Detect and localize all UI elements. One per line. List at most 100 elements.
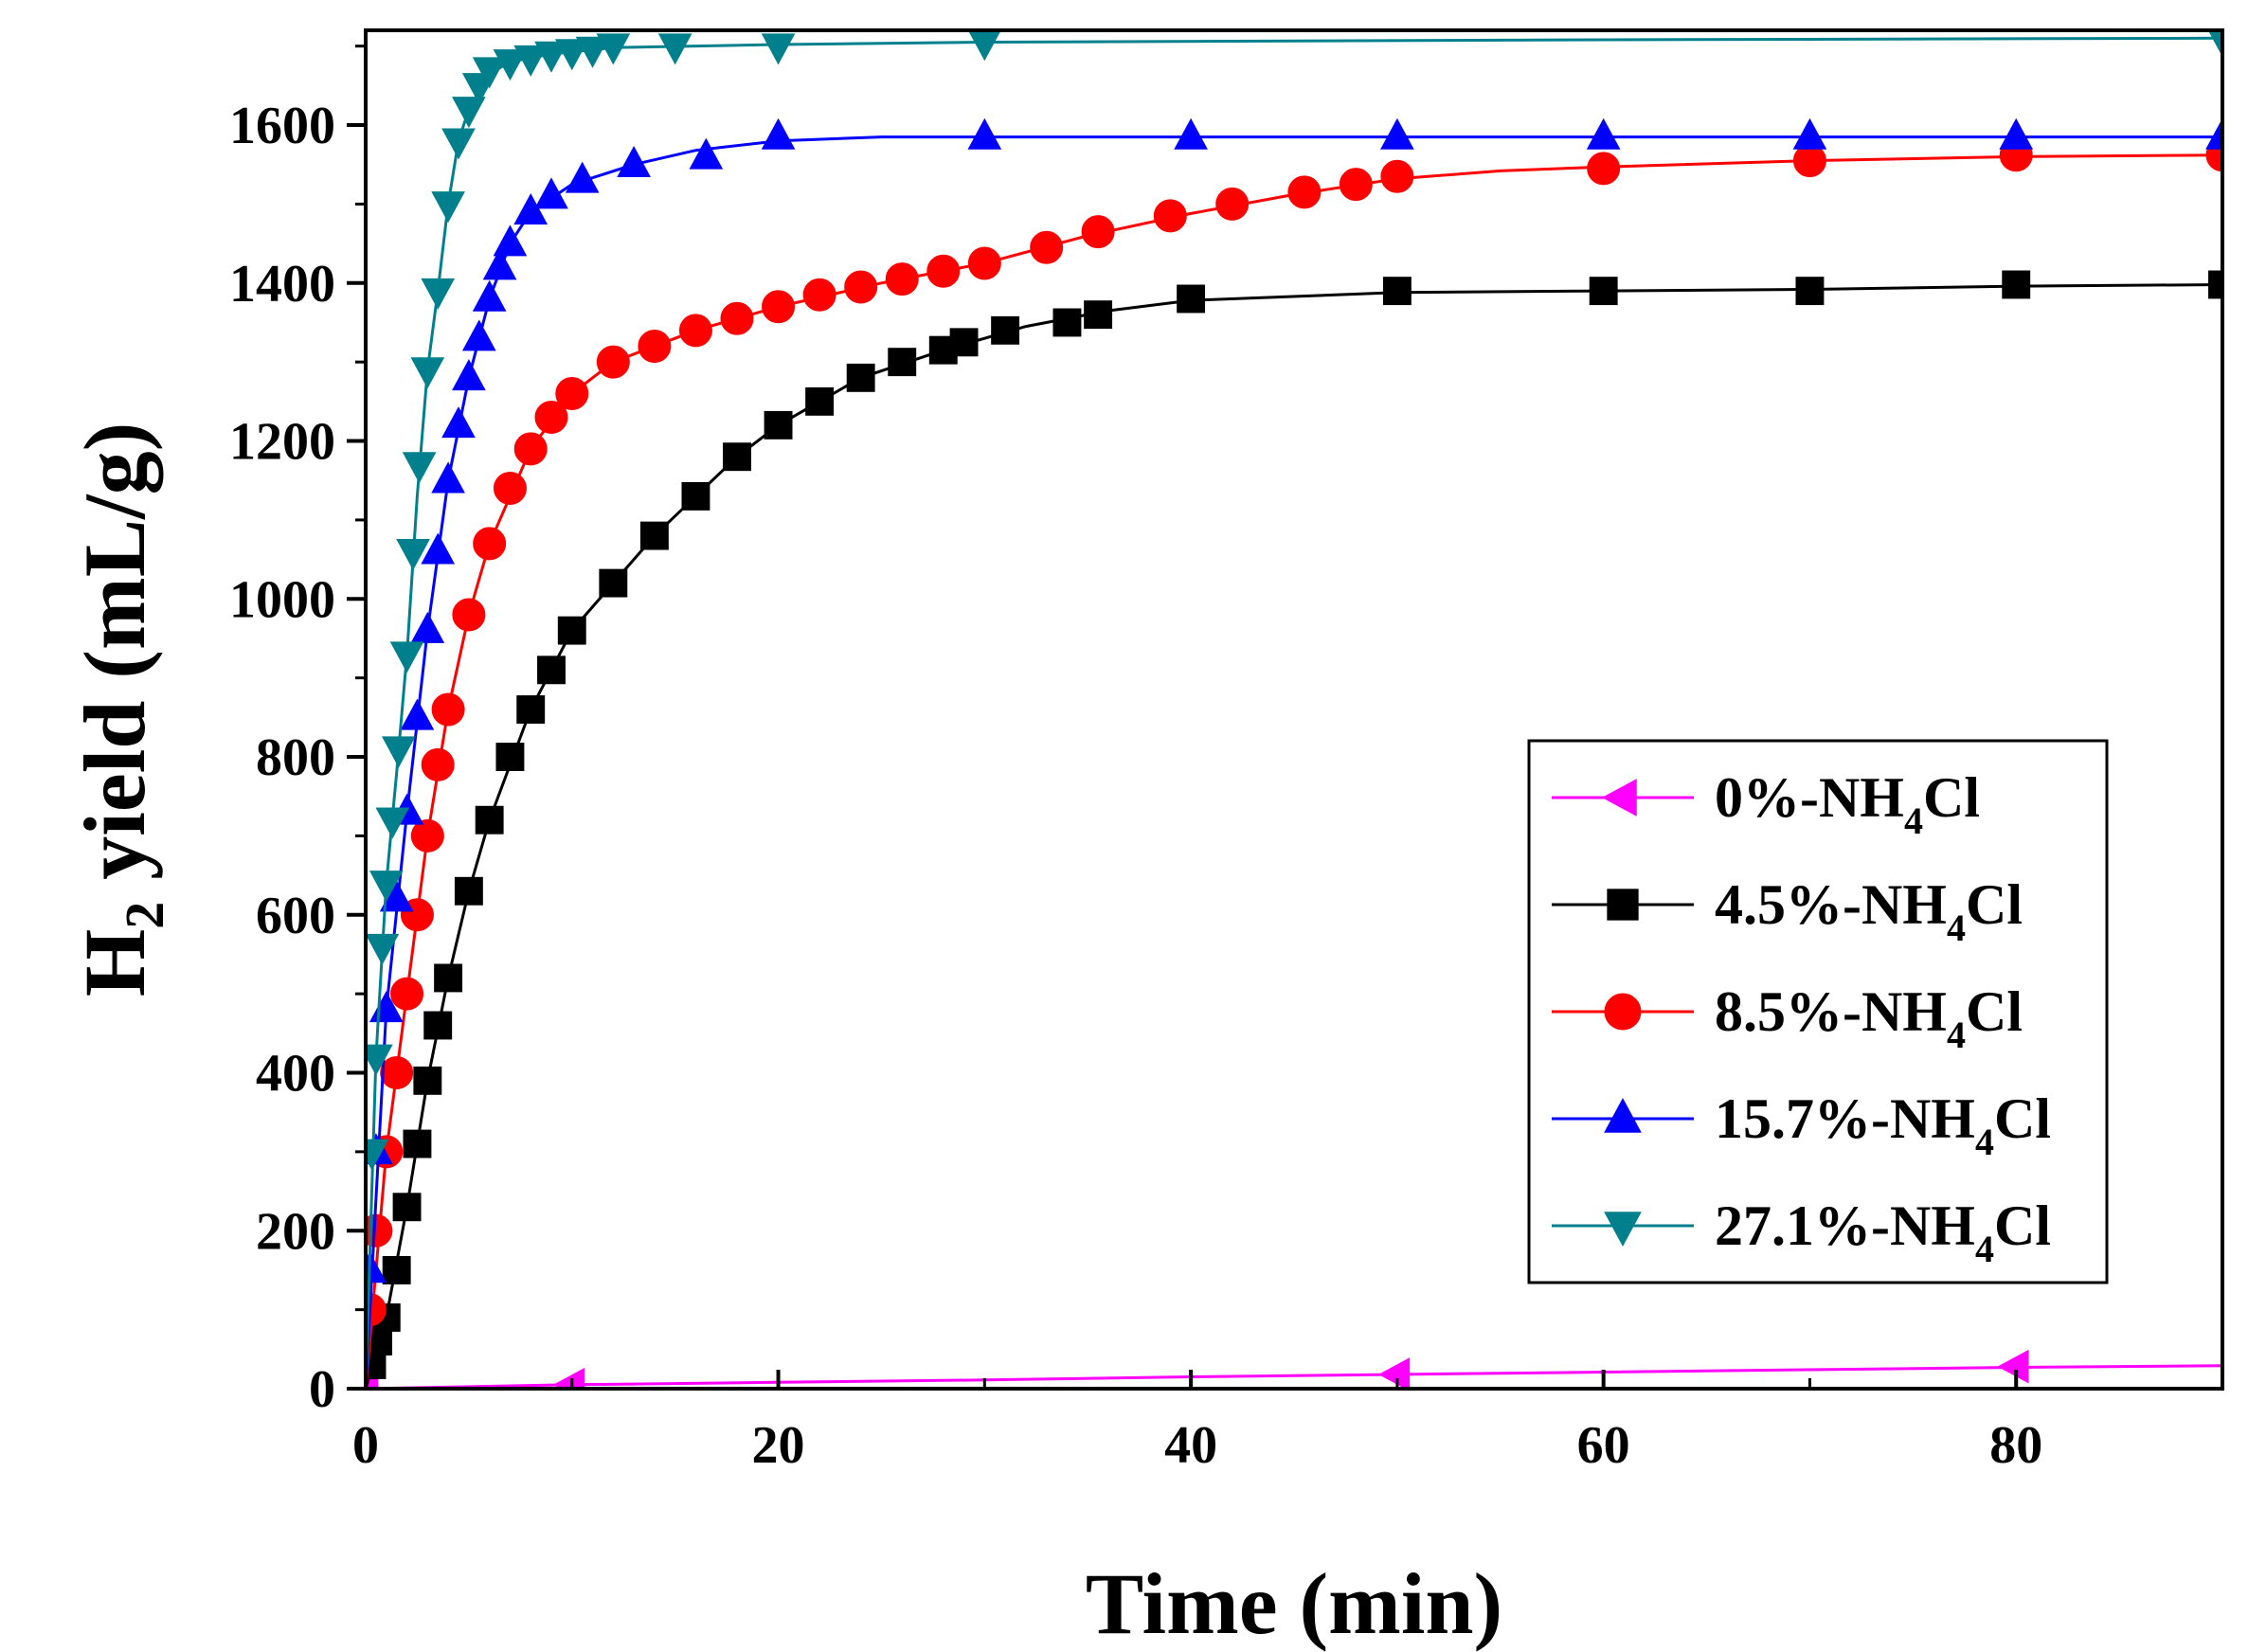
data-point — [452, 598, 486, 632]
data-point — [431, 692, 465, 727]
data-point — [1589, 277, 1618, 306]
y-axis-title: H2 yield (mL/g) — [66, 422, 175, 997]
data-point — [638, 329, 672, 363]
data-point — [1052, 308, 1082, 337]
legend-marker — [1604, 1098, 1642, 1133]
data-point — [421, 532, 456, 565]
x-axis-title: Time (min) — [1086, 1555, 1502, 1652]
data-point — [596, 345, 630, 379]
data-point — [565, 161, 600, 193]
y-axis-title-main: H — [66, 929, 163, 997]
legend-label-post: Cl — [1923, 766, 1980, 829]
data-point — [617, 145, 651, 177]
data-point — [473, 527, 507, 561]
data-point — [949, 328, 979, 357]
data-point — [513, 193, 549, 225]
data-point — [596, 33, 631, 65]
data-point — [493, 49, 528, 81]
data-point — [380, 1056, 414, 1090]
series-4.5%-NH4Cl — [366, 270, 2222, 1389]
x-tick-label: 0 — [352, 1416, 379, 1475]
data-point — [1382, 277, 1412, 306]
plot-frame — [364, 28, 2224, 1391]
data-point — [926, 254, 961, 288]
data-point — [493, 224, 528, 257]
data-point — [410, 611, 445, 643]
legend-entry: 4.5%-NH4Cl — [1552, 873, 2023, 949]
legend: 0%-NH4Cl4.5%-NH4Cl8.5%-NH4Cl15.7%-NH4Cl2… — [1527, 739, 2109, 1284]
data-point — [366, 933, 400, 965]
data-point — [402, 452, 437, 484]
series-0%-NH4Cl — [366, 1349, 2222, 1389]
data-point — [366, 1139, 389, 1171]
legend-label-sub: 4 — [1904, 799, 1923, 842]
data-point — [461, 319, 496, 351]
series-line — [366, 283, 2222, 1389]
data-point — [805, 386, 835, 416]
data-point — [403, 1129, 432, 1158]
data-point — [475, 805, 504, 835]
data-point — [513, 45, 549, 77]
data-point — [1587, 152, 1621, 186]
legend-entry: 0%-NH4Cl — [1552, 766, 1980, 842]
data-point — [389, 641, 424, 673]
data-point — [844, 270, 878, 304]
legend-entry: 8.5%-NH4Cl — [1552, 980, 2023, 1056]
data-point — [537, 655, 566, 685]
legend-marker — [1607, 889, 1639, 921]
legend-label-post: Cl — [1966, 980, 2023, 1043]
data-point — [720, 301, 754, 335]
data-point — [2205, 117, 2222, 150]
data-point — [454, 876, 483, 906]
y-tick-label: 600 — [256, 887, 335, 945]
data-point — [2207, 30, 2222, 58]
data-point — [802, 278, 836, 312]
data-point — [1792, 117, 1827, 150]
data-point — [1380, 159, 1414, 193]
legend-marker — [1602, 779, 1637, 817]
data-point — [472, 279, 507, 312]
data-point — [888, 348, 917, 377]
data-point — [991, 315, 1020, 345]
legend-label-post: Cl — [1994, 1087, 2051, 1150]
data-point — [761, 33, 796, 65]
y-tick-label: 1200 — [229, 413, 335, 472]
data-point — [495, 743, 525, 771]
x-tick-label: 80 — [1989, 1416, 2042, 1475]
y-tick-label: 400 — [256, 1045, 335, 1104]
data-point — [441, 128, 476, 160]
data-point — [413, 1066, 442, 1095]
data-point — [967, 117, 1002, 150]
y-tick-label: 800 — [256, 728, 335, 787]
data-point — [382, 1255, 411, 1284]
legend-label-pre: 27.1%-NH — [1715, 1194, 1975, 1257]
data-point — [534, 41, 568, 73]
y-tick-label: 1400 — [229, 255, 335, 314]
data-point — [1380, 117, 1414, 150]
data-point — [400, 698, 435, 730]
data-point — [1339, 168, 1373, 202]
y-tick-label: 1000 — [229, 570, 335, 629]
data-point — [1215, 187, 1250, 221]
data-point — [441, 406, 476, 439]
data-point — [1999, 117, 2034, 150]
data-point — [431, 461, 465, 494]
x-tick-label: 40 — [1164, 1416, 1217, 1475]
data-point — [846, 363, 875, 392]
data-point — [421, 747, 455, 781]
data-point — [553, 1367, 585, 1389]
data-point — [392, 1193, 422, 1222]
legend-label-pre: 15.7%-NH — [1715, 1087, 1975, 1150]
data-point — [366, 1044, 393, 1076]
data-point — [452, 359, 486, 391]
y-axis-title-sub: 2 — [114, 902, 175, 929]
data-point — [723, 442, 751, 472]
data-point — [516, 695, 546, 724]
x-tick-label: 60 — [1577, 1416, 1630, 1475]
y-tick-label: 1600 — [229, 97, 335, 155]
data-point — [472, 57, 507, 89]
data-point — [1174, 117, 1208, 150]
legend-label-sub: 4 — [1975, 1228, 1994, 1270]
